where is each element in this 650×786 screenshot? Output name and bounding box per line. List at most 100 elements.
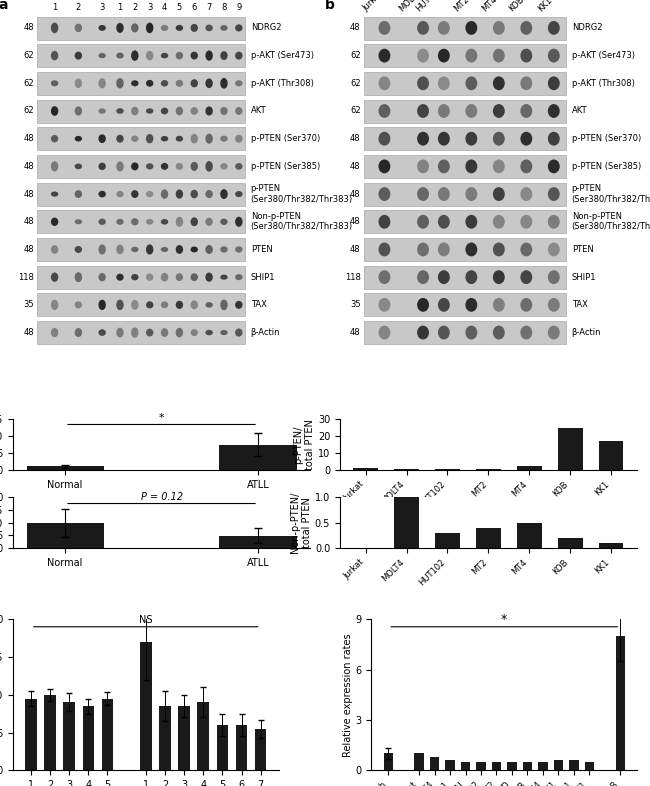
Ellipse shape xyxy=(190,24,198,32)
Ellipse shape xyxy=(205,134,213,144)
Bar xyxy=(436,533,460,548)
Text: AKT: AKT xyxy=(251,106,266,116)
Ellipse shape xyxy=(116,78,124,89)
Ellipse shape xyxy=(378,49,391,63)
Text: TAX: TAX xyxy=(251,300,266,310)
Ellipse shape xyxy=(116,53,124,59)
Text: 62: 62 xyxy=(350,51,361,60)
Ellipse shape xyxy=(190,79,198,87)
Text: MT4: MT4 xyxy=(480,0,499,13)
Ellipse shape xyxy=(98,25,106,31)
Text: p-PTEN (Ser370): p-PTEN (Ser370) xyxy=(571,134,641,143)
Ellipse shape xyxy=(176,25,183,31)
Ellipse shape xyxy=(190,300,198,310)
Bar xyxy=(27,523,104,548)
Text: SHIP1: SHIP1 xyxy=(251,273,275,281)
Ellipse shape xyxy=(205,106,213,116)
Ellipse shape xyxy=(465,325,477,340)
Bar xyxy=(430,757,439,770)
Ellipse shape xyxy=(220,78,228,89)
Ellipse shape xyxy=(116,274,124,281)
Bar xyxy=(27,466,104,470)
Ellipse shape xyxy=(235,246,242,252)
Ellipse shape xyxy=(438,21,450,35)
Ellipse shape xyxy=(235,134,242,143)
Ellipse shape xyxy=(521,298,532,312)
Ellipse shape xyxy=(146,51,153,61)
Text: p-PTEN (Ser370): p-PTEN (Ser370) xyxy=(251,134,320,143)
Ellipse shape xyxy=(548,270,560,284)
Ellipse shape xyxy=(465,104,477,118)
Text: 7: 7 xyxy=(207,2,212,12)
Ellipse shape xyxy=(98,329,106,336)
Text: 6: 6 xyxy=(192,2,197,12)
Ellipse shape xyxy=(493,187,505,201)
Bar xyxy=(198,703,209,770)
Ellipse shape xyxy=(75,163,82,169)
Bar xyxy=(476,527,500,548)
Text: 4: 4 xyxy=(162,2,167,12)
FancyBboxPatch shape xyxy=(37,182,245,206)
Ellipse shape xyxy=(75,219,82,224)
Ellipse shape xyxy=(465,76,477,90)
Text: 5: 5 xyxy=(177,2,182,12)
Ellipse shape xyxy=(205,330,213,336)
Ellipse shape xyxy=(235,24,242,31)
Ellipse shape xyxy=(493,104,505,118)
Ellipse shape xyxy=(417,243,429,256)
Ellipse shape xyxy=(378,298,391,312)
Ellipse shape xyxy=(205,302,213,307)
Ellipse shape xyxy=(417,132,429,145)
Text: 2: 2 xyxy=(76,2,81,12)
Ellipse shape xyxy=(161,273,168,281)
Ellipse shape xyxy=(417,270,429,284)
Ellipse shape xyxy=(521,104,532,118)
Text: β-Actin: β-Actin xyxy=(251,328,280,337)
Text: 48: 48 xyxy=(350,245,361,254)
FancyBboxPatch shape xyxy=(37,321,245,344)
Ellipse shape xyxy=(176,79,183,86)
Ellipse shape xyxy=(176,245,183,254)
Ellipse shape xyxy=(235,52,242,60)
Text: 48: 48 xyxy=(23,189,34,199)
FancyBboxPatch shape xyxy=(363,44,566,68)
Ellipse shape xyxy=(378,215,391,229)
Ellipse shape xyxy=(131,328,138,338)
Ellipse shape xyxy=(146,23,153,33)
Ellipse shape xyxy=(116,161,124,171)
Ellipse shape xyxy=(220,246,228,252)
Bar xyxy=(569,760,578,770)
Ellipse shape xyxy=(521,215,532,229)
Ellipse shape xyxy=(75,301,82,308)
FancyBboxPatch shape xyxy=(37,293,245,317)
Text: PTEN: PTEN xyxy=(251,245,272,254)
Ellipse shape xyxy=(548,132,560,145)
Ellipse shape xyxy=(161,163,168,170)
Ellipse shape xyxy=(176,328,183,337)
Ellipse shape xyxy=(98,273,106,281)
Ellipse shape xyxy=(493,325,505,340)
Ellipse shape xyxy=(176,136,183,141)
Ellipse shape xyxy=(51,273,58,282)
Text: 48: 48 xyxy=(23,134,34,143)
FancyBboxPatch shape xyxy=(37,100,245,123)
Ellipse shape xyxy=(75,79,82,88)
Ellipse shape xyxy=(378,160,391,173)
Ellipse shape xyxy=(493,21,505,35)
Ellipse shape xyxy=(116,191,124,197)
Ellipse shape xyxy=(190,329,198,336)
Ellipse shape xyxy=(190,52,198,60)
Ellipse shape xyxy=(548,243,560,256)
Ellipse shape xyxy=(51,218,58,226)
Text: KOB: KOB xyxy=(508,0,526,13)
Text: p-AKT (Thr308): p-AKT (Thr308) xyxy=(251,79,313,88)
Ellipse shape xyxy=(98,108,106,114)
Ellipse shape xyxy=(116,299,124,310)
Ellipse shape xyxy=(98,191,106,197)
FancyBboxPatch shape xyxy=(363,266,566,288)
Bar xyxy=(508,762,517,770)
Ellipse shape xyxy=(51,161,58,171)
Ellipse shape xyxy=(98,244,106,255)
Ellipse shape xyxy=(417,104,429,118)
FancyBboxPatch shape xyxy=(37,127,245,150)
